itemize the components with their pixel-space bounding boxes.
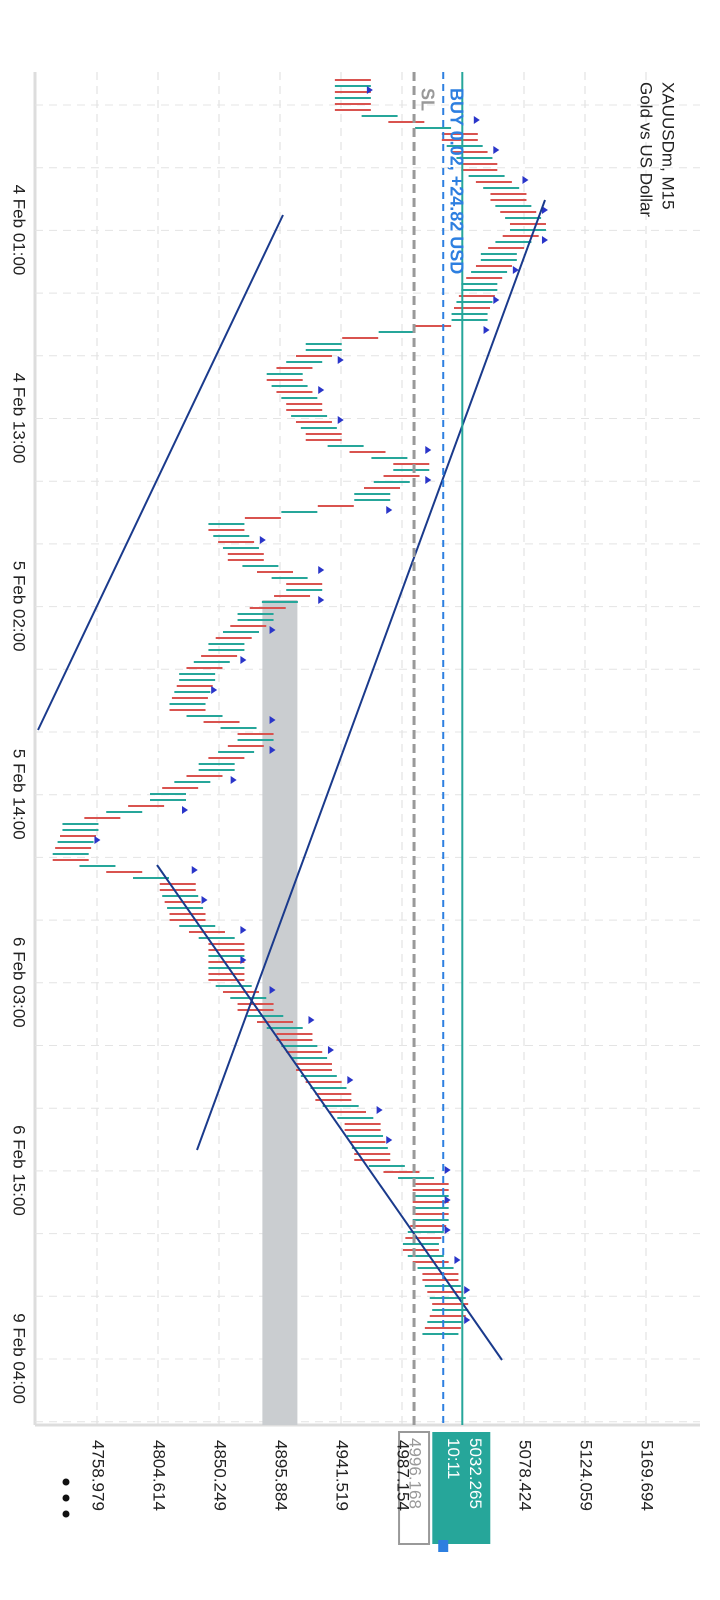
arrow [386, 506, 393, 514]
arrow [541, 206, 548, 214]
price-label: 4987.154 [394, 1440, 413, 1511]
arrow [230, 776, 237, 784]
price-label: 4895.884 [272, 1440, 291, 1511]
arrow [444, 1166, 451, 1174]
arrow [318, 566, 325, 574]
trendline [37, 214, 284, 731]
sl-tag-box [398, 1431, 431, 1545]
arrow [473, 116, 480, 124]
time-label: 4 Feb 13:00 [10, 373, 29, 464]
zone [262, 600, 298, 1425]
dot [62, 1510, 70, 1518]
arrow [493, 296, 500, 304]
arrow [522, 176, 529, 184]
arrow [240, 956, 247, 964]
arrow [94, 836, 101, 844]
countdown: 10:11 [444, 1438, 463, 1479]
time-label: 6 Feb 15:00 [10, 1125, 29, 1216]
arrow [493, 146, 500, 154]
price-label: 5078.424 [516, 1440, 535, 1511]
arrow [483, 326, 490, 334]
arrow [269, 746, 276, 754]
arrow [269, 716, 276, 724]
price-label: 4850.249 [211, 1440, 230, 1511]
dot [62, 1478, 70, 1486]
arrow [191, 866, 198, 874]
arrow [464, 1316, 471, 1324]
arrow [541, 236, 548, 244]
arrow [376, 1106, 383, 1114]
arrow [308, 1016, 315, 1024]
arrow [327, 1046, 334, 1054]
trendline [156, 864, 503, 1361]
price-label: 4941.519 [333, 1440, 352, 1511]
arrow [444, 1226, 451, 1234]
time-label: 5 Feb 02:00 [10, 561, 29, 652]
arrow [512, 266, 519, 274]
price-label: 5169.694 [638, 1440, 657, 1511]
arrow [386, 1136, 393, 1144]
price-tag: 5032.265 [466, 1438, 485, 1509]
sl-label: SL [417, 88, 437, 111]
trendlines [37, 199, 546, 1361]
arrow [269, 626, 276, 634]
arrow [464, 1286, 471, 1294]
arrow [425, 476, 432, 484]
time-label: 9 Feb 04:00 [10, 1313, 29, 1404]
description: Gold vs US Dollar [637, 82, 656, 217]
arrow [454, 1256, 461, 1264]
arrow [269, 986, 276, 994]
trendline [196, 199, 546, 1151]
sl-tag: 4996.168 [406, 1438, 425, 1509]
arrow [444, 1196, 451, 1204]
arrow [337, 416, 344, 424]
arrow [240, 926, 247, 934]
price-tag-box [432, 1432, 491, 1544]
price-label: 5124.059 [577, 1440, 596, 1511]
arrow [259, 536, 266, 544]
arrow [240, 656, 247, 664]
arrow [318, 596, 325, 604]
arrow [318, 386, 325, 394]
order-label: BUY 0.02, +24.82 USD [446, 88, 466, 274]
price-label: 4804.614 [150, 1440, 169, 1511]
time-label: 5 Feb 14:00 [10, 749, 29, 840]
arrow [425, 446, 432, 454]
dot [62, 1494, 70, 1502]
time-label: 4 Feb 01:00 [10, 185, 29, 276]
arrow [337, 356, 344, 364]
arrow [182, 806, 189, 814]
price-label: 4758.979 [89, 1440, 108, 1511]
arrow [366, 86, 373, 94]
arrow [211, 686, 218, 694]
time-label: 6 Feb 03:00 [10, 937, 29, 1028]
arrow [347, 1076, 354, 1084]
arrow [201, 896, 208, 904]
menu-dots[interactable] [62, 1478, 70, 1518]
symbol: XAUUSDm, M15 [659, 82, 678, 210]
